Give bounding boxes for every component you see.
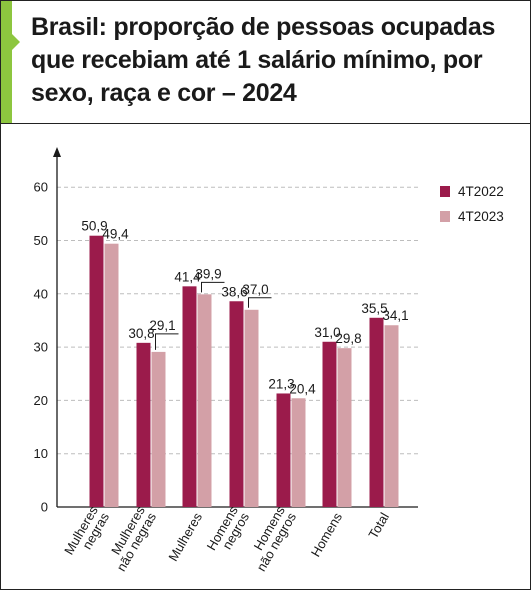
category-label: Mulheres (165, 510, 205, 564)
bar-4t2022 (229, 301, 244, 507)
bar-4t2023 (244, 309, 259, 507)
bar-4t2022 (182, 286, 197, 507)
bar-4t2023 (151, 351, 166, 507)
value-label-4t2022: 50,9 (81, 219, 107, 234)
value-label-4t2023: 39,9 (195, 266, 221, 281)
label-leader-line (155, 333, 179, 350)
label-leader-line (201, 281, 225, 293)
value-label-4t2023: 29,8 (335, 331, 361, 346)
y-tick-label: 30 (34, 340, 48, 355)
bar-4t2023 (291, 398, 306, 507)
y-tick-label: 0 (41, 500, 48, 515)
value-label-4t2022: 30,8 (128, 326, 154, 341)
value-label-4t2022: 35,5 (361, 301, 387, 316)
bar-4t2023 (104, 243, 119, 507)
y-tick-label: 40 (34, 286, 48, 301)
y-tick-label: 50 (34, 233, 48, 248)
value-label-4t2023: 34,1 (382, 308, 408, 323)
title-divider (1, 123, 530, 124)
y-axis-arrow (53, 147, 61, 157)
value-label-4t2022: 41,4 (174, 269, 201, 284)
bar-4t2023 (197, 294, 212, 507)
value-label-4t2023: 49,4 (102, 227, 129, 242)
category-label: Homens (308, 510, 345, 560)
y-tick-label: 60 (34, 180, 48, 195)
bar-4t2022 (89, 235, 104, 507)
bar-4t2022 (136, 342, 151, 507)
bar-4t2022 (369, 317, 384, 507)
value-label-4t2023: 20,4 (289, 381, 316, 396)
chart-title: Brasil: proporção de pessoas ocupadas qu… (31, 13, 496, 107)
value-label-4t2022: 21,3 (268, 376, 294, 391)
value-label-4t2023: 29,1 (149, 318, 175, 333)
legend-label: 4T2022 (458, 184, 504, 199)
legend-swatch (440, 186, 450, 197)
category-label: Total (365, 510, 392, 541)
value-label-4t2022: 31,0 (314, 325, 340, 340)
value-label-4t2023: 37,0 (242, 282, 268, 297)
accent-bar (1, 1, 12, 123)
label-leader-line (248, 297, 272, 308)
category-label-line: Mulheres (165, 510, 205, 564)
bar-4t2022 (322, 341, 337, 507)
legend-swatch (440, 211, 450, 222)
value-label-4t2022: 38,6 (221, 284, 247, 299)
y-tick-label: 10 (34, 446, 48, 461)
category-label-line: Homens (308, 510, 345, 560)
legend-label: 4T2023 (458, 209, 504, 224)
category-label-line: Total (365, 510, 392, 541)
bar-4t2022 (276, 393, 291, 507)
y-tick-label: 20 (34, 393, 48, 408)
accent-notch (12, 34, 20, 50)
bar-4t2023 (337, 348, 352, 507)
bar-4t2023 (384, 325, 399, 507)
